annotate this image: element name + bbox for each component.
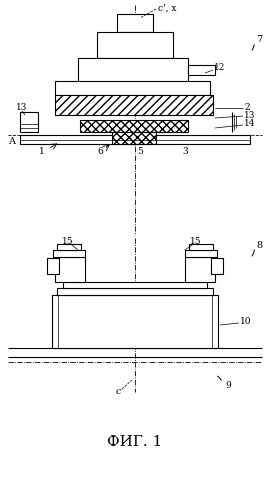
Bar — [117, 14, 153, 32]
Bar — [78, 58, 188, 82]
Bar — [20, 135, 250, 144]
Text: 15: 15 — [62, 238, 74, 246]
Text: 3: 3 — [182, 146, 188, 156]
Text: 7: 7 — [256, 36, 262, 44]
Bar — [47, 258, 59, 274]
Text: 13: 13 — [244, 110, 255, 120]
Text: c: c — [115, 388, 121, 396]
Bar — [112, 132, 156, 144]
Bar — [52, 295, 218, 348]
Bar — [211, 258, 223, 274]
Bar — [185, 257, 215, 282]
Bar — [97, 32, 173, 58]
Bar — [185, 250, 217, 257]
Text: 13: 13 — [16, 104, 28, 112]
Text: 10: 10 — [240, 318, 251, 326]
Bar — [189, 244, 213, 250]
Bar — [63, 282, 207, 288]
Text: 12: 12 — [214, 64, 225, 72]
Text: ФИГ. 1: ФИГ. 1 — [107, 435, 163, 449]
Bar — [20, 112, 38, 132]
Bar — [55, 257, 85, 282]
Bar — [80, 120, 188, 132]
Bar — [55, 95, 213, 115]
Text: 15: 15 — [190, 238, 202, 246]
Bar — [53, 250, 85, 257]
Text: c', x: c', x — [158, 4, 177, 13]
Bar — [188, 65, 215, 75]
Text: 2: 2 — [244, 102, 250, 112]
Text: 1: 1 — [39, 146, 45, 156]
Bar — [57, 288, 213, 295]
Text: 6: 6 — [97, 146, 103, 156]
Text: A: A — [8, 138, 15, 146]
Text: 8: 8 — [256, 240, 262, 250]
Text: 5: 5 — [137, 146, 143, 156]
Text: 9: 9 — [225, 380, 231, 390]
Text: 14: 14 — [244, 120, 255, 128]
Bar — [55, 81, 210, 95]
Bar — [57, 244, 81, 250]
